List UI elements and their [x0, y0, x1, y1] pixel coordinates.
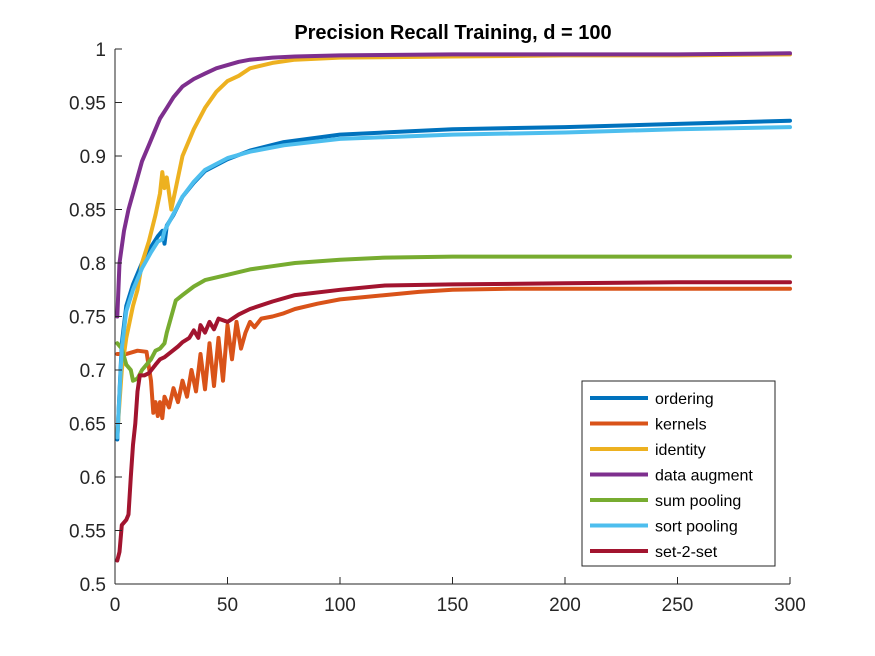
- y-tick-label: 1: [95, 40, 106, 61]
- x-tick-label: 300: [774, 595, 806, 616]
- legend-label-sum-pooling: sum pooling: [655, 493, 741, 510]
- legend-label-identity: identity: [655, 442, 706, 459]
- legend: ordering kernels identity data augment sum p…: [581, 380, 776, 567]
- y-tick-label: 0.6: [80, 468, 106, 489]
- axes: 0 50 100 150 200 250 300 0.5 0.55 0.6 0.65 0.7 0.75 0…: [69, 40, 806, 616]
- series-line-sort-pooling: [115, 125, 792, 440]
- x-tick-label: 0: [110, 595, 121, 616]
- series-line-kernels: [115, 286, 792, 421]
- y-tick-label: 0.75: [69, 308, 106, 329]
- x-tick-label: 100: [324, 595, 356, 616]
- series-line-identity: [115, 52, 792, 437]
- y-tick-label: 0.85: [69, 201, 106, 222]
- y-tick-label: 0.9: [80, 147, 106, 168]
- x-tick-label: 150: [437, 595, 469, 616]
- plot-lines: [115, 51, 792, 563]
- legend-label-set-2-set: set-2-set: [655, 544, 718, 561]
- legend-label-sort-pooling: sort pooling: [655, 519, 738, 536]
- legend-label-ordering: ordering: [655, 391, 714, 408]
- y-tick-label: 0.5: [80, 575, 106, 596]
- series-line-data-augment: [115, 51, 792, 319]
- y-tick-label: 0.7: [80, 361, 106, 382]
- series-line-sum-pooling: [115, 254, 792, 383]
- chart-title: Precision Recall Training, d = 100: [294, 22, 611, 44]
- y-tick-label: 0.55: [69, 522, 106, 543]
- y-tick-label: 0.8: [80, 254, 106, 275]
- legend-label-kernels: kernels: [655, 417, 707, 434]
- x-tick-label: 250: [662, 595, 694, 616]
- series-line-set-2-set: [115, 280, 792, 563]
- x-tick-label: 200: [549, 595, 581, 616]
- x-tick-label: 50: [217, 595, 238, 616]
- y-tick-label: 0.95: [69, 94, 106, 115]
- y-tick-label: 0.65: [69, 415, 106, 436]
- legend-label-data-augment: data augment: [655, 468, 753, 485]
